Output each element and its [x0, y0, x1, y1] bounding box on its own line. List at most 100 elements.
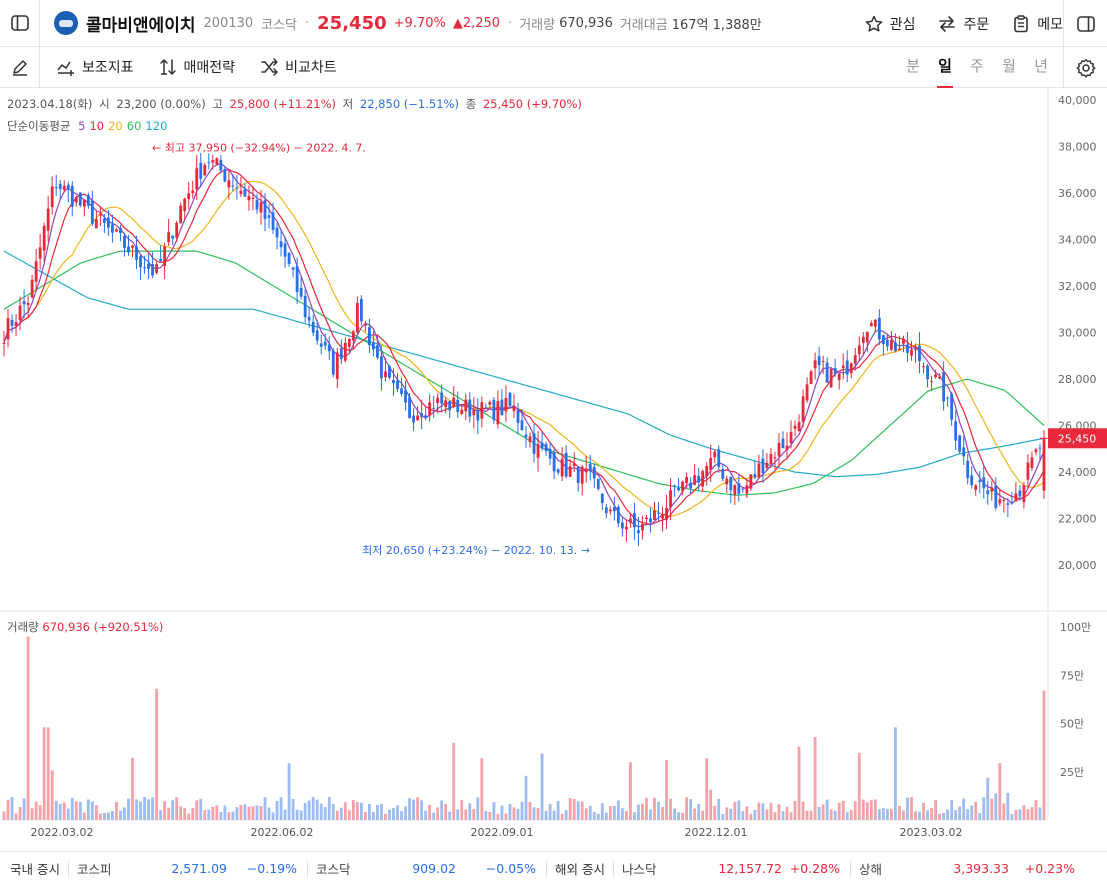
volume-bar	[456, 809, 460, 820]
volume-bar	[384, 813, 387, 820]
kospi-change: −0.19%	[246, 861, 297, 876]
stock-chart[interactable]: 40,000 38,000 36,000 34,000 32,000 30,000 28,0…	[0, 88, 1107, 851]
candle-body	[986, 490, 990, 495]
volume-bar	[906, 797, 909, 820]
volume-bar	[1034, 800, 1038, 820]
volume-bar	[520, 801, 524, 820]
candle-body	[139, 256, 142, 268]
candle-body	[484, 407, 488, 409]
volume-bar	[1014, 809, 1018, 820]
memo-button[interactable]: 메모	[1011, 14, 1063, 34]
candle-body	[669, 490, 672, 508]
candle	[10, 314, 14, 333]
candle-body	[596, 478, 600, 490]
candle-body	[400, 388, 403, 394]
candle-body	[693, 475, 697, 485]
candle-body	[829, 368, 833, 388]
period-tab-1[interactable]: 일	[937, 47, 953, 88]
shanghai-ticker[interactable]: 상해 3,393.33 +0.23%	[859, 852, 1079, 886]
candle-body	[713, 451, 717, 458]
nasdaq-ticker[interactable]: 나스닥 12,157.72 +0.28%	[622, 852, 842, 886]
price-tick-label: 20,000	[1058, 559, 1097, 572]
candle	[982, 465, 986, 499]
candle-body	[914, 349, 917, 351]
candle	[910, 340, 913, 361]
candle	[460, 405, 464, 416]
candle-body	[18, 305, 22, 321]
candle-body	[982, 477, 986, 489]
settings-button[interactable]	[1063, 47, 1107, 88]
candle-body	[918, 345, 921, 362]
volume-bar	[74, 801, 78, 820]
compare-button[interactable]: 비교차트	[259, 57, 337, 77]
candle	[275, 222, 279, 250]
candle	[620, 517, 624, 537]
right-panel-toggle-button[interactable]	[1063, 0, 1107, 47]
candle-body	[745, 485, 749, 494]
candle-body	[749, 474, 753, 489]
candle	[641, 515, 644, 540]
candle-body	[219, 160, 223, 171]
candle	[480, 396, 484, 428]
volume-bar	[331, 803, 335, 820]
candle-body	[757, 463, 761, 477]
candle-body	[227, 180, 231, 188]
candle	[825, 357, 829, 383]
candle-body	[813, 360, 817, 369]
kosdaq-name: 코스닥	[315, 862, 351, 877]
period-tab-2[interactable]: 주	[970, 57, 984, 75]
candle	[845, 350, 849, 383]
candle-body	[877, 317, 881, 340]
price-tick-label: 30,000	[1058, 327, 1097, 340]
candle-body	[111, 224, 114, 233]
strategy-button[interactable]: 매매전략	[158, 57, 235, 77]
volume-bar	[721, 813, 725, 820]
current-price-tag-bg	[1048, 428, 1107, 449]
candle	[464, 393, 468, 421]
candle	[223, 167, 227, 183]
volume-bar	[323, 806, 327, 820]
volume-bar	[681, 812, 685, 820]
period-tab-0[interactable]: 분	[906, 57, 920, 75]
volume-bar	[408, 798, 411, 820]
sidebar-toggle-button[interactable]	[0, 0, 40, 47]
volume-bar	[572, 798, 576, 820]
indicator-button[interactable]: 보조지표	[56, 57, 134, 77]
candle	[199, 152, 203, 188]
volume-bar	[677, 812, 680, 820]
volume-bar	[516, 808, 520, 820]
candle	[769, 447, 773, 468]
close-label: 종	[465, 97, 477, 111]
volume-bar	[432, 812, 436, 820]
watch-button[interactable]: 관심	[864, 14, 915, 34]
drawing-tool-button[interactable]	[0, 46, 40, 88]
candle-body	[701, 471, 705, 487]
volume-tick-label: 25만	[1060, 766, 1084, 779]
volume-bar	[26, 636, 30, 820]
candle-body	[368, 327, 371, 345]
candle-body	[388, 365, 391, 378]
candle	[191, 180, 195, 199]
candle	[629, 512, 632, 528]
order-button[interactable]: 주문	[937, 14, 989, 34]
volume-bar	[167, 807, 171, 820]
candle-body	[930, 381, 933, 383]
volume-bar	[82, 812, 86, 820]
candle	[572, 452, 576, 472]
candle	[926, 364, 929, 388]
candle	[516, 402, 520, 435]
period-tab-3[interactable]: 월	[1002, 57, 1016, 75]
volume-bar	[813, 737, 817, 820]
candle-body	[938, 376, 941, 379]
ohlc-readout: 2023.04.18(화) 시 23,200 (0.00%) 고 25,800 …	[7, 96, 585, 112]
kosdaq-ticker[interactable]: 코스닥 909.02 −0.05%	[316, 852, 538, 886]
indicator-label: 보조지표	[82, 60, 134, 76]
volume-bar	[580, 801, 584, 820]
candle-body	[990, 487, 994, 492]
period-tab-4[interactable]: 년	[1034, 57, 1048, 75]
candle	[669, 478, 672, 521]
candle-body	[62, 185, 66, 190]
candle	[155, 261, 158, 275]
kospi-ticker[interactable]: 코스피 2,571.09 −0.19%	[77, 852, 299, 886]
candle-body	[303, 295, 307, 318]
